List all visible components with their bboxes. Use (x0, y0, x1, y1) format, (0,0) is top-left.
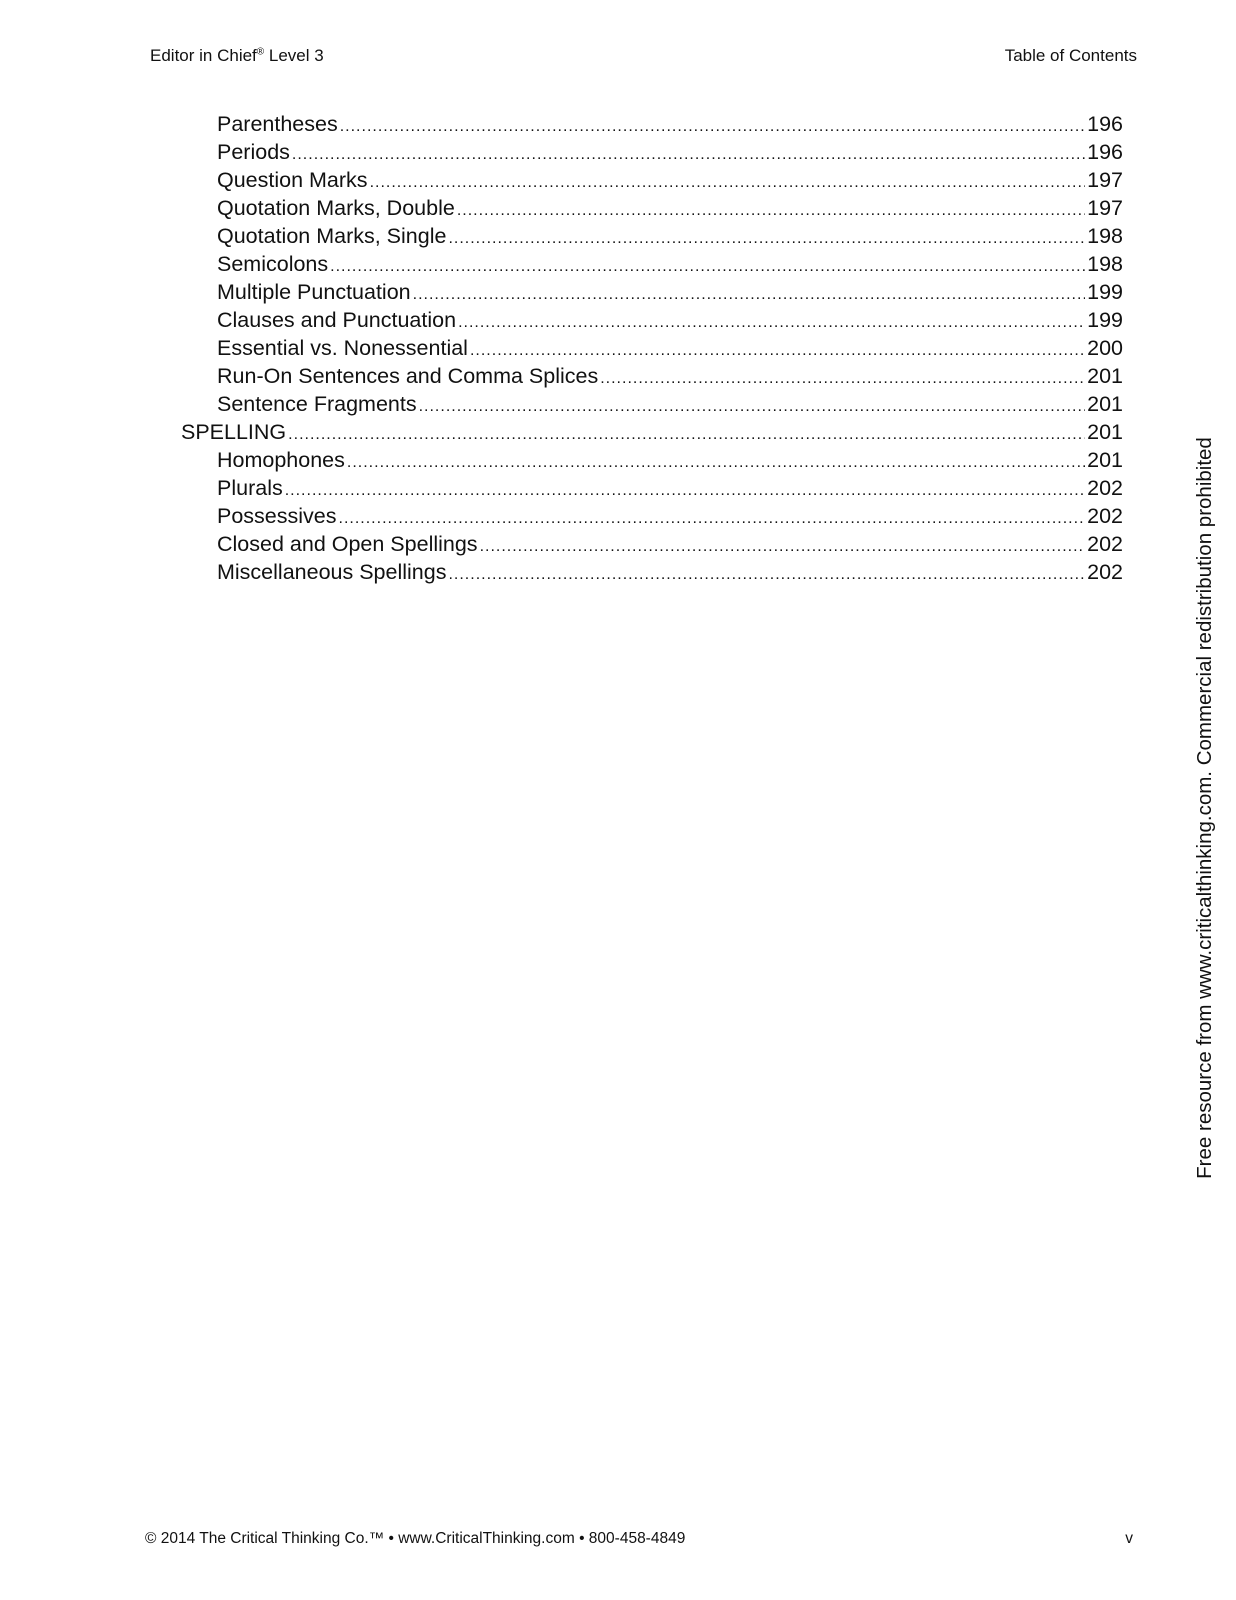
toc-entry: SPELLING 201 (181, 418, 1123, 446)
table-of-contents: Parentheses 196 Periods 196 Question Marks 19… (181, 110, 1123, 586)
toc-entry: Plurals 202 (217, 474, 1123, 502)
toc-entry-page: 201 (1087, 448, 1123, 472)
toc-entry: Sentence Fragments 201 (217, 390, 1123, 418)
toc-entry-label: Plurals (217, 476, 283, 500)
toc-entry-label: Homophones (217, 448, 345, 472)
toc-entry-label: Question Marks (217, 168, 368, 192)
book-level: Level 3 (264, 46, 324, 65)
toc-entry-page: 197 (1087, 168, 1123, 192)
toc-entry: Quotation Marks, Single 198 (217, 222, 1123, 250)
toc-entry: Essential vs. Nonessential 200 (217, 334, 1123, 362)
toc-entry: Homophones 201 (217, 446, 1123, 474)
dot-leader (292, 141, 1085, 169)
registered-mark: ® (256, 46, 265, 58)
dot-leader (600, 365, 1085, 393)
footer-page-number: v (1125, 1530, 1133, 1547)
toc-entry-page: 199 (1087, 280, 1123, 304)
dot-leader (413, 281, 1086, 309)
toc-entry-label: Semicolons (217, 252, 329, 276)
toc-entry-label: Parentheses (217, 112, 338, 136)
toc-entry: Clauses and Punctuation 199 (217, 306, 1123, 334)
running-header-section: Table of Contents (1004, 46, 1137, 65)
toc-entry-page: 197 (1087, 196, 1123, 220)
toc-entry-page: 198 (1087, 224, 1123, 248)
toc-entry-label: Multiple Punctuation (217, 280, 411, 304)
dot-leader (419, 393, 1086, 421)
toc-entry: Semicolons 198 (217, 250, 1123, 278)
dot-leader (470, 337, 1085, 365)
dot-leader (480, 533, 1086, 561)
toc-entry: Question Marks 197 (217, 166, 1123, 194)
toc-entry-label: Quotation Marks, Single (217, 224, 447, 248)
toc-entry-label: Possessives (217, 504, 337, 528)
toc-entry-page: 198 (1087, 252, 1123, 276)
dot-leader (448, 561, 1085, 589)
dot-leader (340, 113, 1085, 141)
toc-entry-page: 200 (1087, 336, 1123, 360)
dot-leader (457, 197, 1085, 225)
toc-entry-page: 202 (1087, 560, 1123, 584)
running-header-title: Editor in Chief® Level 3 (150, 46, 324, 66)
toc-entry-label: Clauses and Punctuation (217, 308, 457, 332)
toc-entry: Quotation Marks, Double 197 (217, 194, 1123, 222)
dot-leader (339, 505, 1086, 533)
toc-entry-label: Run-On Sentences and Comma Splices (217, 364, 599, 388)
toc-entry-page: 199 (1087, 308, 1123, 332)
dot-leader (288, 421, 1085, 449)
toc-entry-page: 201 (1087, 392, 1123, 416)
toc-entry-label: Periods (217, 140, 290, 164)
toc-entry: Miscellaneous Spellings 202 (217, 558, 1123, 586)
dot-leader (330, 253, 1085, 281)
toc-entry-page: 196 (1087, 140, 1123, 164)
toc-entry: Multiple Punctuation 199 (217, 278, 1123, 306)
toc-entry-page: 201 (1087, 420, 1123, 444)
toc-entry-label: Miscellaneous Spellings (217, 560, 447, 584)
dot-leader (458, 309, 1085, 337)
watermark: Free resource from www.criticalthinking.… (1193, 437, 1216, 1179)
toc-entry-label: Sentence Fragments (217, 392, 417, 416)
dot-leader (347, 449, 1085, 477)
dot-leader (448, 225, 1085, 253)
toc-entry: Periods 196 (217, 138, 1123, 166)
dot-leader (285, 477, 1085, 505)
toc-entry: Closed and Open Spellings 202 (217, 530, 1123, 558)
toc-entry-label: Quotation Marks, Double (217, 196, 455, 220)
toc-entry-label: SPELLING (181, 420, 287, 444)
book-title: Editor in Chief (150, 46, 257, 65)
toc-entry-page: 202 (1087, 532, 1123, 556)
footer-copyright: © 2014 The Critical Thinking Co.™ • www.… (145, 1530, 686, 1547)
toc-entry-page: 201 (1087, 364, 1123, 388)
toc-entry-page: 196 (1087, 112, 1123, 136)
toc-entry-page: 202 (1087, 476, 1123, 500)
toc-entry-page: 202 (1087, 504, 1123, 528)
toc-entry-label: Essential vs. Nonessential (217, 336, 468, 360)
toc-entry-label: Closed and Open Spellings (217, 532, 478, 556)
dot-leader (370, 169, 1086, 197)
toc-entry: Possessives 202 (217, 502, 1123, 530)
toc-entry: Parentheses 196 (217, 110, 1123, 138)
toc-entry: Run-On Sentences and Comma Splices 201 (217, 362, 1123, 390)
